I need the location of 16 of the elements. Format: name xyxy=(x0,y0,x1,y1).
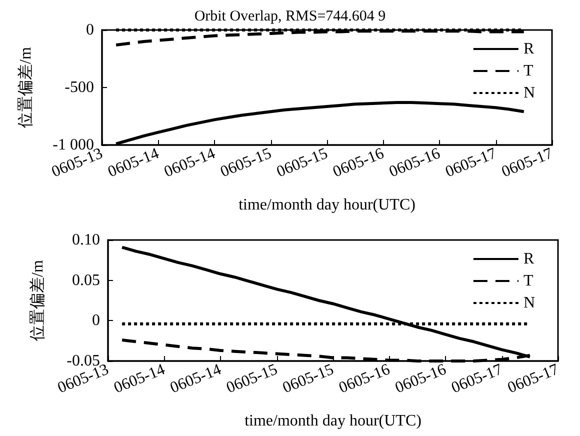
legend-label: R xyxy=(523,250,534,268)
y-axis-title: 位置偏差/m xyxy=(16,46,34,128)
y-axis-title: 位置偏差/m xyxy=(28,260,46,341)
y-tick-label: 0 xyxy=(86,22,94,38)
legend-label: R xyxy=(523,40,534,58)
legend-label: N xyxy=(523,84,536,102)
y-tick-label: -500 xyxy=(64,79,94,96)
legend-label: N xyxy=(523,294,536,312)
legend-label: T xyxy=(523,62,534,80)
chart-title: Orbit Overlap, RMS=744.604 9 xyxy=(194,8,386,24)
legend-label: T xyxy=(523,272,534,290)
y-tick-label: 0 xyxy=(92,312,100,330)
y-tick-label: 0.05 xyxy=(72,272,100,289)
x-axis-title: time/month day hour(UTC) xyxy=(244,412,422,430)
x-axis-title: time/month day hour(UTC) xyxy=(238,196,416,214)
y-tick-label: 0.10 xyxy=(72,232,100,248)
